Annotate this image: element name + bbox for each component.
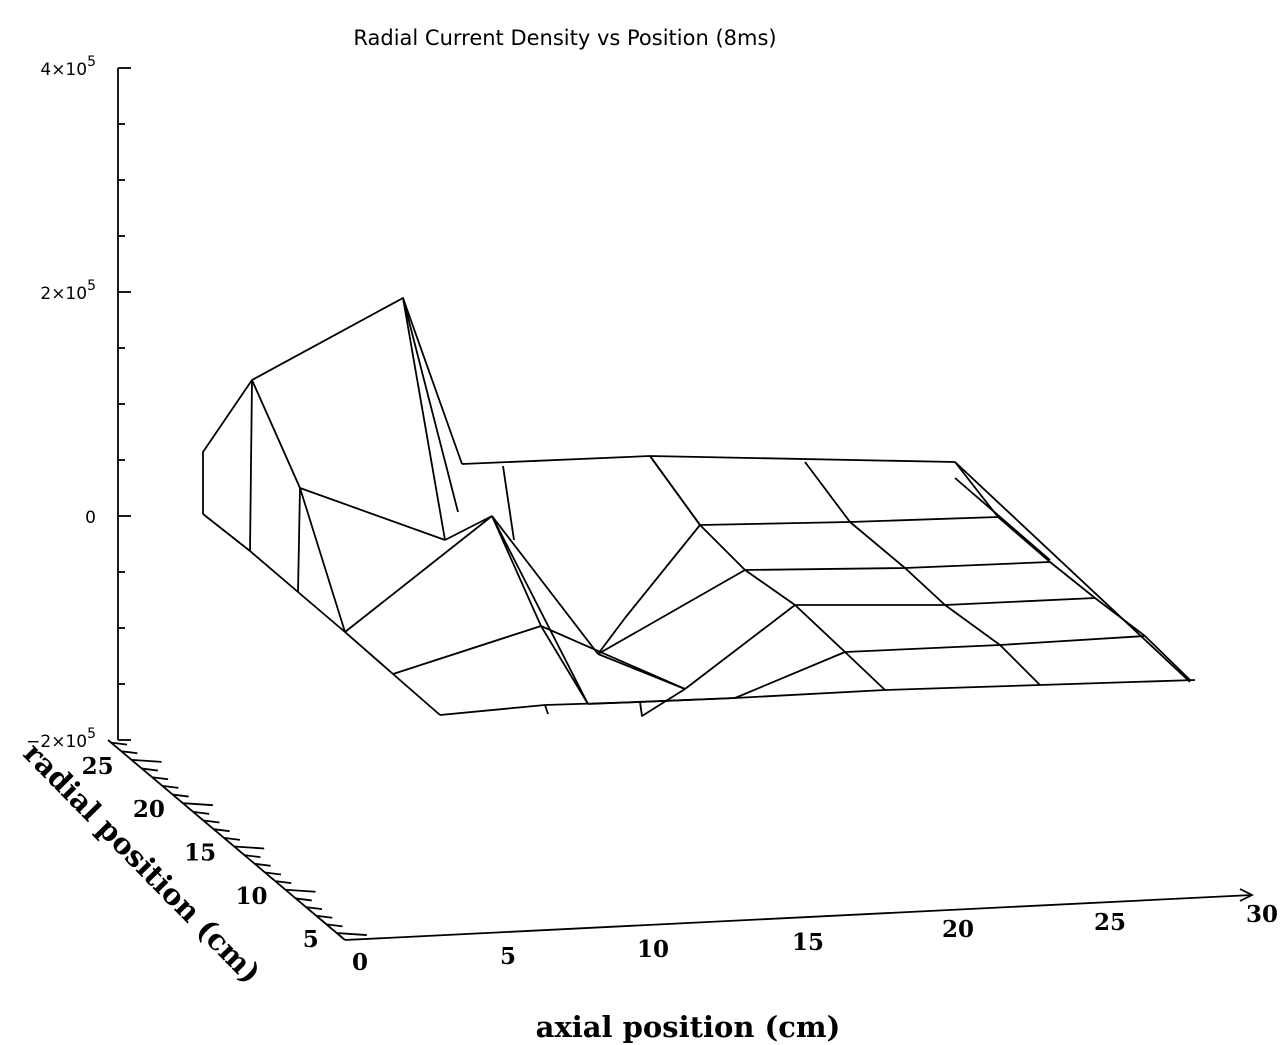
radial-tick xyxy=(152,776,169,781)
z-tick-labels: 4×105 2×105 0 −2×105 xyxy=(26,54,96,752)
radial-tick xyxy=(316,914,333,919)
surface-mesh-line xyxy=(299,487,446,541)
surface-mesh-line xyxy=(491,515,542,627)
z-tick-label: 2×105 xyxy=(40,278,96,304)
surface-mesh-line xyxy=(954,477,1051,561)
surface-mesh-line xyxy=(202,513,441,716)
surface-mesh-line xyxy=(544,704,549,715)
axial-tick-labels: 0 5 10 15 20 25 30 xyxy=(352,901,1278,976)
radial-tick xyxy=(326,923,343,928)
surface-mesh-line xyxy=(597,569,746,655)
surface-mesh-line xyxy=(251,379,301,489)
radial-tick-label: 10 xyxy=(235,883,267,910)
surface-mesh-line xyxy=(491,515,599,655)
surface-mesh-line xyxy=(954,461,1191,683)
surface-mesh-line xyxy=(502,465,515,541)
axial-tick-label: 0 xyxy=(352,949,368,976)
radial-tick xyxy=(336,932,367,936)
surface-mesh-line xyxy=(402,297,459,513)
surface-mesh-line xyxy=(954,461,1191,681)
surface-mesh-line xyxy=(344,515,493,633)
surface-mesh-line xyxy=(249,379,253,552)
chart-title: Radial Current Density vs Position (8ms) xyxy=(353,26,776,50)
surface-mesh-line xyxy=(684,604,796,690)
axial-tick-label: 10 xyxy=(637,936,669,963)
radial-tick xyxy=(172,793,189,798)
surface-mesh-line xyxy=(744,561,1051,571)
radial-tick-label: 25 xyxy=(82,753,114,780)
surface-wireframe xyxy=(202,297,1196,717)
radial-tick xyxy=(285,888,316,893)
surface-mesh-line xyxy=(597,617,626,655)
surface-mesh-line xyxy=(491,515,589,705)
surface-mesh-line xyxy=(639,688,686,717)
axial-axis-label: axial position (cm) xyxy=(536,1010,841,1044)
surface-mesh-line xyxy=(844,651,886,691)
surface-mesh-line xyxy=(402,297,463,465)
surface-mesh-line xyxy=(392,625,542,675)
axial-tick-label: 25 xyxy=(1094,909,1126,936)
surface-mesh-line xyxy=(297,487,301,593)
axial-tick-label: 20 xyxy=(942,916,974,943)
axial-axis-arrow xyxy=(1239,888,1255,902)
surface-mesh-line xyxy=(597,653,686,690)
axial-tick-label: 5 xyxy=(500,943,516,970)
radial-tick xyxy=(244,854,261,859)
radial-tick xyxy=(110,741,128,746)
radial-tick xyxy=(203,819,220,824)
radial-tick-labels: 5 10 15 20 25 xyxy=(82,753,319,953)
axial-axis-line xyxy=(344,894,1253,941)
radial-tick xyxy=(141,767,158,772)
radial-tick xyxy=(223,836,241,841)
radial-tick-label: 15 xyxy=(184,839,216,866)
radial-tick xyxy=(193,810,210,815)
surface-mesh-line xyxy=(540,625,589,705)
surface-mesh-line xyxy=(587,697,736,705)
surface-mesh-line xyxy=(461,455,956,465)
radial-axis xyxy=(107,739,367,941)
radial-tick xyxy=(131,759,162,763)
radial-axis-label: radial position (cm) xyxy=(17,736,268,990)
surface-mesh-line xyxy=(624,524,701,619)
axial-tick-label: 30 xyxy=(1246,901,1278,928)
surface-mesh-line xyxy=(202,297,446,541)
surface-mesh-line xyxy=(299,487,346,633)
radial-tick xyxy=(305,906,323,910)
surface-mesh-line xyxy=(734,635,1146,699)
axial-axis xyxy=(344,888,1255,941)
surface-mesh-line xyxy=(649,455,846,653)
radial-tick xyxy=(213,828,230,833)
radial-tick xyxy=(254,862,271,867)
radial-tick xyxy=(162,784,179,789)
z-tick-label: 4×105 xyxy=(40,54,96,80)
radial-axis-line xyxy=(107,739,346,941)
surface-mesh-line xyxy=(999,644,1041,686)
radial-tick xyxy=(295,897,312,902)
radial-tick-label: 5 xyxy=(303,926,319,953)
axial-tick-label: 15 xyxy=(792,929,824,956)
surface-mesh-line xyxy=(439,679,1196,716)
radial-tick xyxy=(182,802,213,807)
radial-tick xyxy=(234,845,265,850)
radial-tick xyxy=(275,880,292,885)
z-tick-label: 0 xyxy=(85,508,96,528)
surface-mesh-line xyxy=(804,461,1001,646)
z-tick-label: −2×105 xyxy=(26,726,96,752)
radial-tick-label: 20 xyxy=(133,796,165,823)
radial-tick xyxy=(264,871,282,876)
surface-mesh-line xyxy=(444,515,493,541)
z-axis xyxy=(117,67,131,741)
radial-tick xyxy=(121,750,138,755)
